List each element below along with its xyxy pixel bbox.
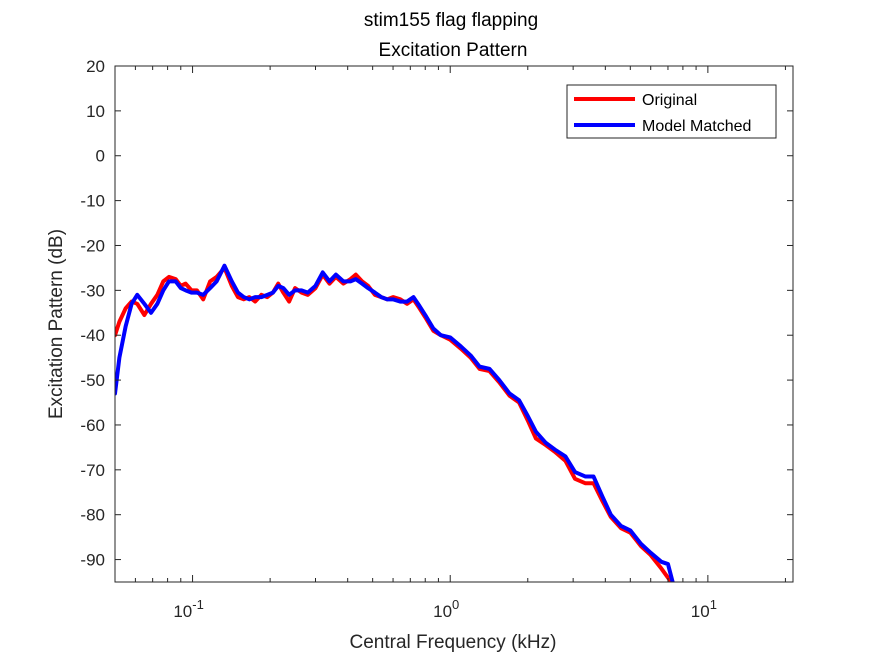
y-axis-label: Excitation Pattern (dB) bbox=[46, 229, 67, 419]
y-tick-label: -80 bbox=[80, 506, 105, 525]
legend-label-original: Original bbox=[642, 92, 697, 109]
y-tick-labels: 20 10 0 -10 -20 -30 -40 -50 -60 -70 -80 -90 bbox=[80, 57, 105, 570]
y-tick-label: -60 bbox=[80, 416, 105, 435]
y-tick-label: -70 bbox=[80, 461, 105, 480]
series-line-model-matched bbox=[115, 263, 675, 582]
plot-area bbox=[115, 66, 793, 582]
x-tick-marks bbox=[114, 66, 786, 582]
y-tick-marks bbox=[115, 65, 793, 561]
legend-box bbox=[566, 84, 777, 139]
chart-title: stim155 flag flapping bbox=[364, 10, 538, 31]
y-tick-label: -50 bbox=[80, 371, 105, 390]
x-tick-labels: 10-1 100 101 bbox=[173, 597, 717, 621]
y-tick-label: -10 bbox=[80, 192, 105, 211]
legend-label-model-matched: Model Matched bbox=[642, 118, 751, 135]
y-tick-label: -30 bbox=[80, 281, 105, 300]
x-tick-label: 100 bbox=[433, 597, 459, 621]
y-tick-label: -40 bbox=[80, 326, 105, 345]
y-tick-label: -20 bbox=[80, 236, 105, 255]
y-tick-label: -90 bbox=[80, 551, 105, 570]
legend: Original Model Matched bbox=[566, 84, 777, 139]
x-axis-label: Central Frequency (kHz) bbox=[350, 632, 557, 653]
plot-frame bbox=[114, 65, 794, 583]
chart-subtitle: Excitation Pattern bbox=[379, 40, 528, 61]
series-layer bbox=[115, 263, 675, 582]
y-tick-label: 0 bbox=[96, 147, 105, 166]
x-tick-label: 101 bbox=[691, 597, 717, 621]
y-tick-label: 20 bbox=[86, 57, 105, 76]
x-tick-label: 10-1 bbox=[173, 597, 203, 621]
y-tick-label: 10 bbox=[86, 102, 105, 121]
